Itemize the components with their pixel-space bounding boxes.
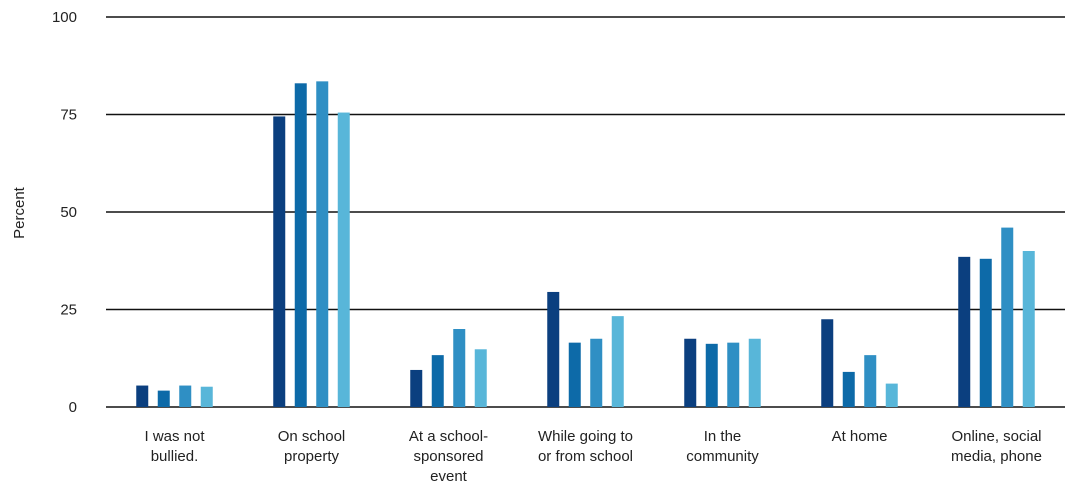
bar [410, 369, 423, 407]
bar [864, 355, 877, 407]
x-category-label-line: community [686, 448, 759, 465]
x-category-label-line: sponsored [413, 448, 483, 465]
bar [1001, 227, 1014, 407]
bar [684, 338, 697, 407]
bar [979, 258, 992, 407]
x-category-label-line: While going to [538, 428, 633, 445]
x-category-label-line: I was not [144, 428, 205, 445]
x-category-label-line: bullied. [151, 448, 199, 465]
bar [547, 291, 560, 407]
gridlines [106, 16, 1065, 408]
y-tick-label: 75 [60, 107, 77, 124]
x-category-label-line: In the [704, 428, 742, 445]
y-tick-label: 50 [60, 204, 77, 221]
bar [431, 355, 444, 407]
x-category-label-line: event [430, 468, 468, 485]
x-category-label: At a school-sponsored event [409, 428, 488, 485]
bar [200, 386, 213, 407]
x-category-label: At home [832, 428, 888, 445]
y-tick-label: 25 [60, 302, 77, 319]
bar [337, 112, 350, 408]
x-axis-labels: I was not bullied. On school property At a s… [144, 428, 1041, 485]
bar [727, 342, 740, 407]
bar [179, 385, 192, 407]
bars [136, 81, 1035, 408]
x-category-label: On school property [278, 428, 346, 465]
y-tick-label: 100 [52, 9, 77, 26]
x-category-label-line: or from school [538, 448, 633, 465]
x-category-label-line: At a school- [409, 428, 488, 445]
bar [157, 390, 170, 407]
x-category-label-line: Online, social [951, 428, 1041, 445]
x-category-label: Online, social media, phone [951, 428, 1042, 465]
bar [273, 116, 286, 407]
bar [821, 319, 834, 407]
bar [1022, 251, 1035, 407]
bar [958, 256, 971, 407]
y-axis-title: Percent [11, 186, 28, 239]
y-tick-label: 0 [69, 399, 77, 416]
x-category-label-line: On school [278, 428, 346, 445]
bar [885, 383, 898, 407]
bar [136, 385, 149, 407]
bar [474, 349, 487, 407]
x-category-label: While going to or from school [538, 428, 633, 465]
bar [294, 83, 307, 408]
bar [568, 342, 581, 407]
y-axis-ticks: 0 25 50 75 100 [52, 9, 77, 416]
bar [705, 343, 718, 407]
bar [316, 81, 329, 407]
bar [590, 338, 603, 407]
bar [748, 338, 761, 407]
x-category-label-line: media, phone [951, 448, 1042, 465]
x-category-label: I was not bullied. [144, 428, 205, 465]
bar [842, 371, 855, 407]
bar [611, 316, 624, 407]
x-category-label: In the community [686, 428, 759, 465]
x-category-label-line: At home [832, 428, 888, 445]
x-category-label-line: property [284, 448, 340, 465]
bar [453, 329, 466, 407]
